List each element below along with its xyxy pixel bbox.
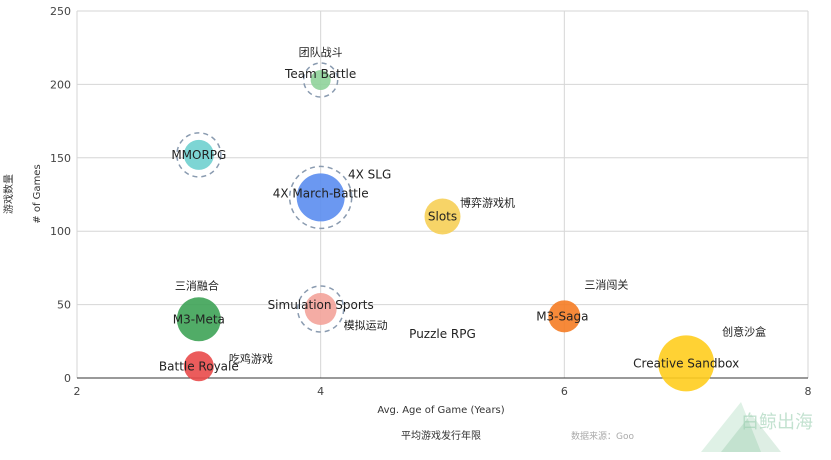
y-tick-label: 200 — [50, 78, 71, 91]
bubble-label-cn: 三消融合 — [175, 278, 219, 292]
x-tick-label: 6 — [561, 385, 568, 398]
watermark-logo — [701, 402, 761, 452]
bubble-labels: Team Battle 团队战斗 MMORPG 4X March-Battle 4X S… — [159, 45, 766, 373]
bubble-label-cn: 团队战斗 — [299, 45, 343, 59]
bubbles — [176, 62, 715, 392]
bubble-label: Team Battle — [284, 67, 356, 81]
bubble-label: M3-Meta — [173, 312, 225, 326]
bubble-label-cn: 模拟运动 — [344, 318, 388, 332]
bubble-label: Creative Sandbox — [633, 356, 739, 370]
y-tick-label: 100 — [50, 225, 71, 238]
bubble-label: Battle Royale — [159, 359, 239, 373]
watermark-text: 白鲸出海 — [741, 412, 813, 433]
y-axis-title-cn: 游戏数量 — [2, 174, 15, 214]
x-tick-label: 2 — [74, 385, 81, 398]
bubble-m3-meta — [176, 297, 221, 342]
bubble-label: Puzzle RPG — [409, 327, 476, 341]
watermark-source: 数据来源：Goo — [571, 430, 634, 442]
bubble-label: Slots — [428, 210, 457, 224]
bubble-label-cn: 三消闯关 — [584, 277, 628, 291]
bubble-simulation-sports — [304, 293, 337, 326]
bubble-team-battle — [310, 69, 331, 90]
bubble-halo — [296, 285, 345, 333]
x-tick-label: 4 — [317, 385, 324, 398]
watermark: 数据来源：Goo 白鲸出海 — [571, 402, 813, 452]
tick-labels: 0 50 100 150 200 250 2 4 6 8 — [50, 5, 812, 398]
bubble-halo — [176, 132, 222, 178]
bubble-label-cn: 创意沙盒 — [722, 324, 766, 338]
bubble-m3-saga — [548, 300, 581, 333]
bubble-label-cn: 吃鸡游戏 — [229, 351, 273, 365]
bubble-creative-sandbox — [658, 335, 715, 392]
y-tick-label: 50 — [57, 299, 71, 312]
y-tick-label: 250 — [50, 5, 71, 18]
bubble-label: 4X March-Battle — [273, 186, 369, 200]
bubble-label: M3-Saga — [536, 309, 588, 323]
y-tick-label: 0 — [64, 372, 71, 385]
bubble-label: Simulation Sports — [268, 298, 374, 312]
bubble-slots — [424, 198, 461, 235]
x-tick-label: 8 — [805, 385, 812, 398]
bubble-battle-royale — [183, 351, 214, 382]
bubble-halo — [288, 165, 353, 230]
y-tick-label: 150 — [50, 152, 71, 165]
bubble-label: MMORPG — [171, 148, 226, 162]
y-axis-title: # of Games — [32, 164, 43, 223]
bubble-label-cn: 博弈游戏机 — [460, 196, 515, 210]
bubble-halo — [302, 62, 339, 98]
bubble-mmorpg — [183, 139, 214, 170]
bubble-label: 4X SLG — [348, 167, 391, 181]
bubble-4x-march-battle — [296, 173, 345, 222]
x-axis-title-cn: 平均游戏发行年限 — [401, 429, 481, 442]
x-axis-title: Avg. Age of Game (Years) — [377, 405, 504, 416]
